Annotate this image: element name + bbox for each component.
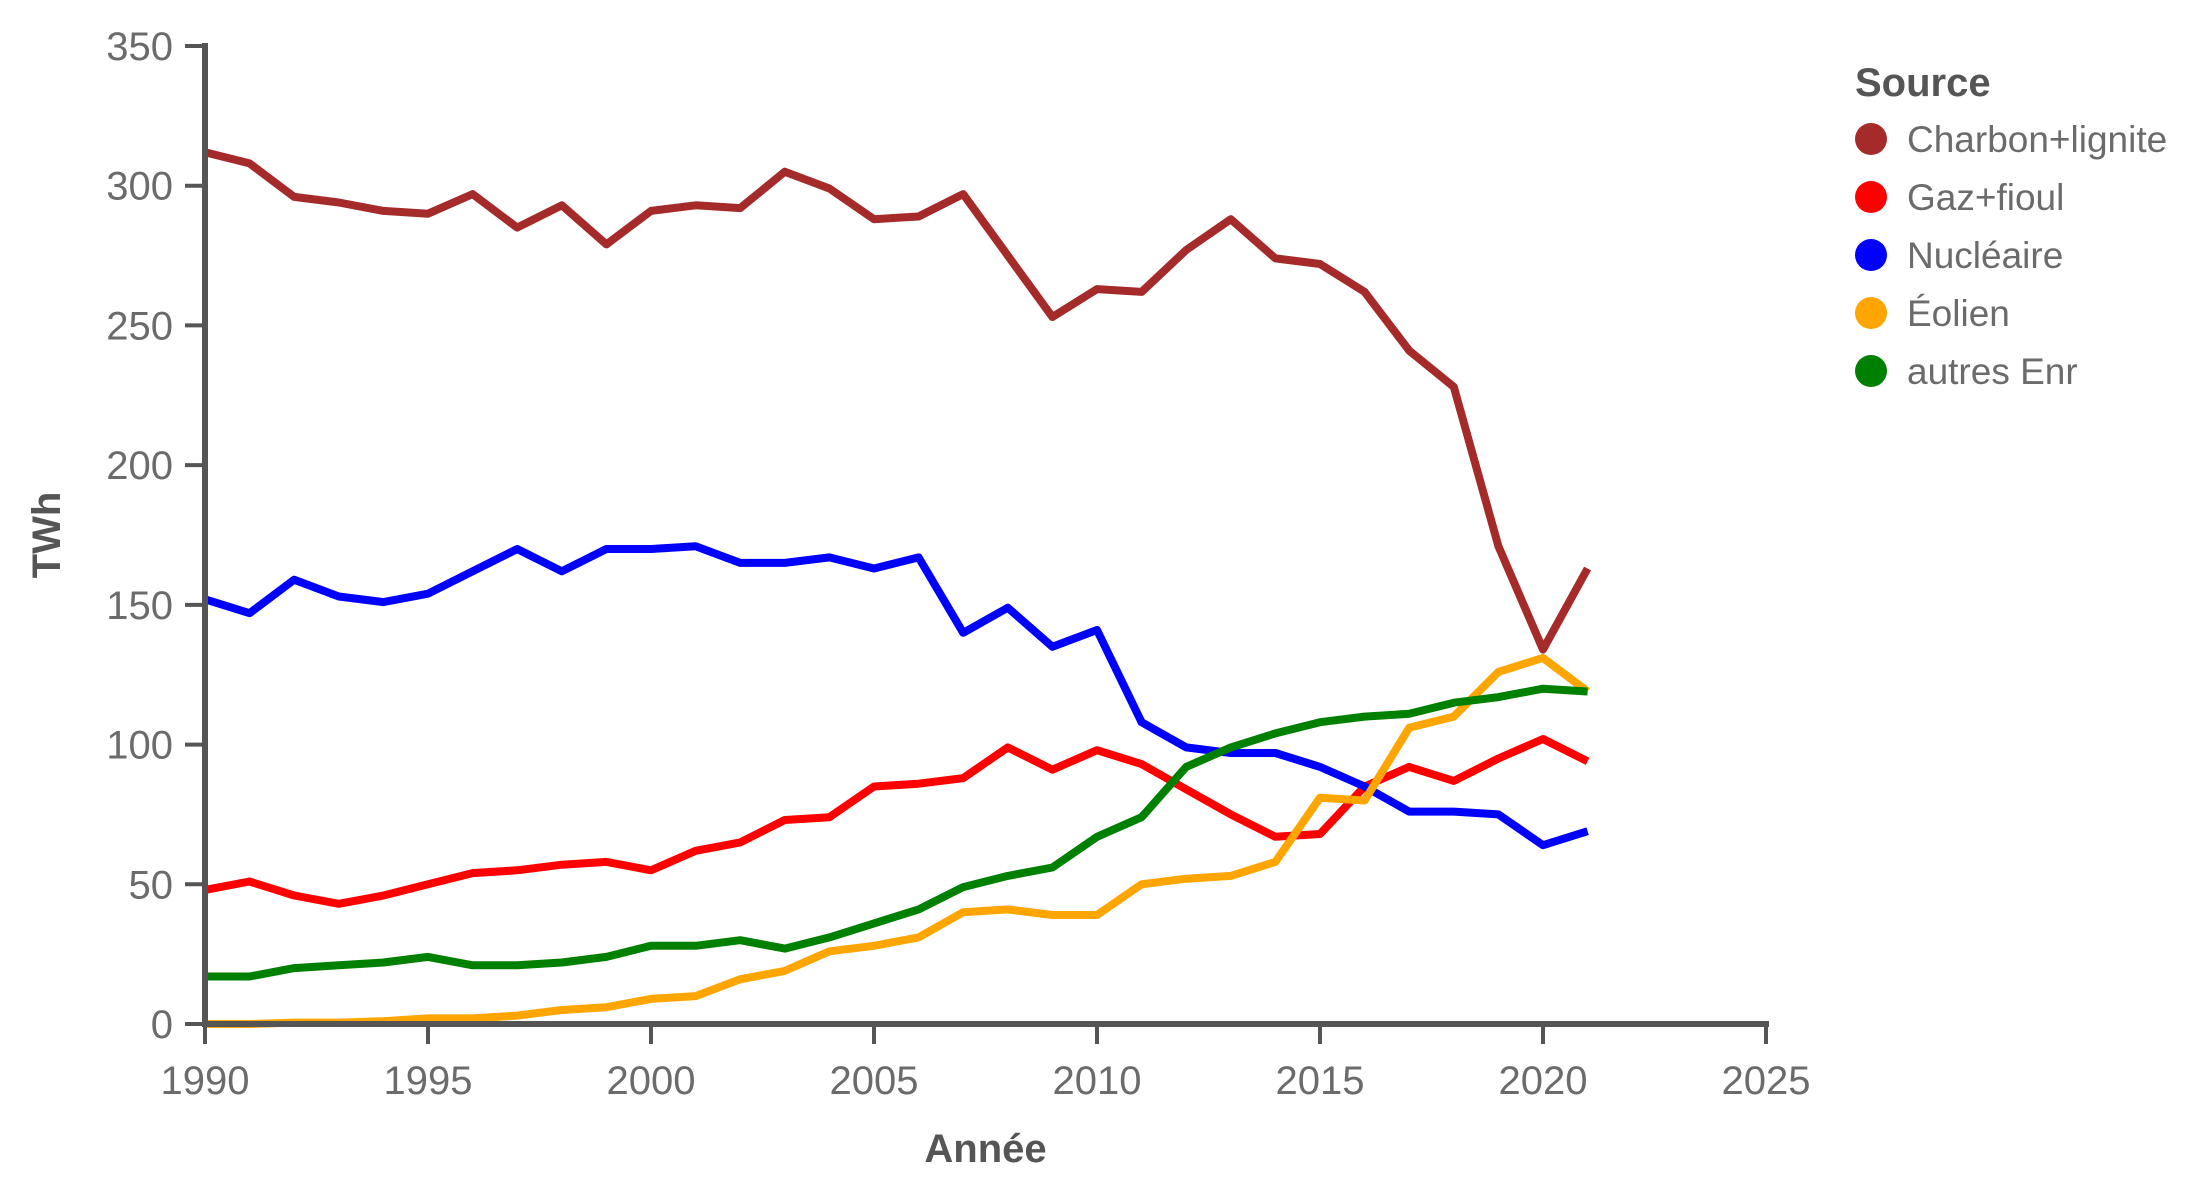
x-axis-title: Année [924, 1127, 1046, 1171]
y-axis-title: TWh [25, 492, 69, 579]
legend: Source Charbon+lignite Gaz+fioul Nucléaire… [1855, 61, 2167, 392]
legend-label: Éolien [1907, 293, 2010, 334]
x-tick-label: 2020 [1499, 1059, 1588, 1103]
y-tick-label: 100 [106, 724, 173, 768]
series-line-4 [205, 653, 1591, 1028]
y-tick-label: 350 [106, 25, 173, 69]
legend-marker [1855, 239, 1887, 271]
legend-marker [1855, 123, 1887, 155]
series-line-3 [203, 542, 1589, 850]
x-tick-label: 1995 [384, 1059, 473, 1103]
x-axis-ticks: 1990 1995 2000 2005 2010 2015 2020 2025 [161, 1024, 1811, 1103]
y-tick-label: 300 [106, 165, 173, 209]
x-tick-label: 2000 [607, 1059, 696, 1103]
y-tick-label: 250 [106, 304, 173, 348]
series-line-2 [204, 735, 1590, 908]
y-axis-ticks: 0 50 100 150 200 250 300 350 [106, 25, 205, 1047]
y-tick-label: 200 [106, 444, 173, 488]
legend-label: autres Enr [1907, 351, 2078, 392]
x-tick-label: 2025 [1722, 1059, 1811, 1103]
legend-label: Nucléaire [1907, 235, 2063, 276]
y-tick-label: 50 [129, 863, 174, 907]
series-line-5 [205, 684, 1588, 981]
series-lines [203, 148, 1592, 1028]
legend-label: Gaz+fioul [1907, 177, 2064, 218]
x-tick-label: 2015 [1276, 1059, 1365, 1103]
x-tick-label: 1990 [161, 1059, 250, 1103]
legend-marker [1855, 355, 1887, 387]
legend-title: Source [1855, 61, 1991, 105]
x-tick-label: 2005 [830, 1059, 919, 1103]
series-line-1 [204, 148, 1592, 654]
axes [202, 43, 1769, 1027]
y-tick-label: 0 [151, 1003, 173, 1047]
legend-marker [1855, 297, 1887, 329]
legend-marker [1855, 181, 1887, 213]
legend-items: Charbon+lignite Gaz+fioul Nucléaire Éolien a… [1855, 119, 2167, 392]
y-tick-label: 150 [106, 584, 173, 628]
x-tick-label: 2010 [1053, 1059, 1142, 1103]
legend-label: Charbon+lignite [1907, 119, 2167, 160]
